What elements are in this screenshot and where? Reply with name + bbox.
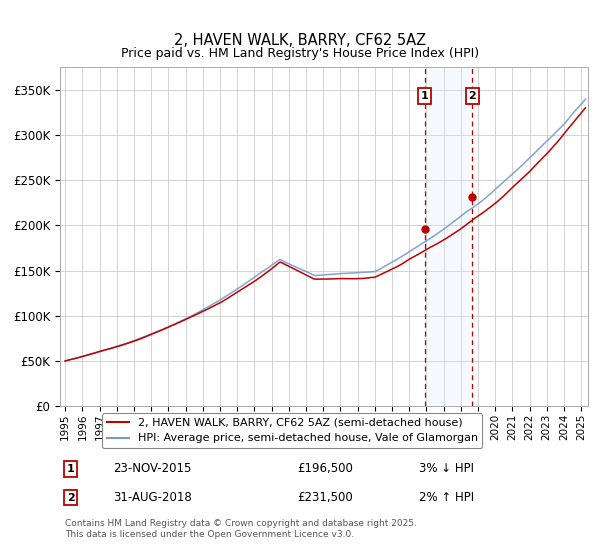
Text: 2% ↑ HPI: 2% ↑ HPI bbox=[419, 491, 474, 504]
Legend: 2, HAVEN WALK, BARRY, CF62 5AZ (semi-detached house), HPI: Average price, semi-d: 2, HAVEN WALK, BARRY, CF62 5AZ (semi-det… bbox=[102, 413, 482, 448]
Text: 2, HAVEN WALK, BARRY, CF62 5AZ: 2, HAVEN WALK, BARRY, CF62 5AZ bbox=[174, 32, 426, 48]
Text: 31-AUG-2018: 31-AUG-2018 bbox=[113, 491, 191, 504]
Text: £231,500: £231,500 bbox=[298, 491, 353, 504]
Text: 2: 2 bbox=[67, 493, 74, 503]
Text: 23-NOV-2015: 23-NOV-2015 bbox=[113, 463, 191, 475]
Text: £196,500: £196,500 bbox=[298, 463, 353, 475]
Text: 1: 1 bbox=[67, 464, 74, 474]
Text: 3% ↓ HPI: 3% ↓ HPI bbox=[419, 463, 474, 475]
Bar bbox=[425, 67, 472, 406]
Text: Price paid vs. HM Land Registry's House Price Index (HPI): Price paid vs. HM Land Registry's House … bbox=[121, 47, 479, 60]
Text: 1: 1 bbox=[421, 91, 428, 101]
Text: 2: 2 bbox=[469, 91, 476, 101]
Text: Contains HM Land Registry data © Crown copyright and database right 2025.
This d: Contains HM Land Registry data © Crown c… bbox=[65, 519, 417, 539]
